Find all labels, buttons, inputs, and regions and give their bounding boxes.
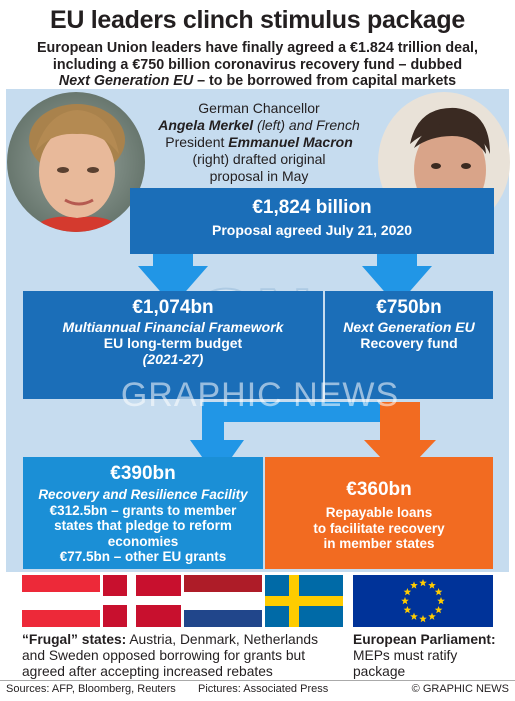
caption-line-4: (right) drafted original — [192, 151, 326, 167]
eu-star — [419, 615, 427, 623]
ep-label: European Parliament: — [353, 632, 496, 647]
caption-president: President — [165, 134, 229, 150]
ngeu-description: Next Generation EU Recovery fund — [325, 319, 493, 351]
loans-line-3: in member states — [323, 536, 435, 551]
loans-box: €360bn Repayable loans to facilitate rec… — [265, 457, 493, 569]
ngeu-box: €750bn Next Generation EU Recovery fund — [325, 291, 493, 399]
subtitle-line-2: including a €750 billion coronavirus rec… — [52, 56, 463, 73]
merkel-name: Angela Merkel — [158, 117, 254, 133]
rrf-amount: €390bn — [110, 463, 176, 484]
ep-line-1: MEPs must ratify — [353, 648, 458, 663]
footer-divider — [0, 680, 515, 701]
netherlands-flag-icon — [184, 575, 262, 627]
eu-star — [401, 597, 409, 605]
subtitle-ngeu: Next Generation EU — [58, 73, 194, 89]
rrf-description: Recovery and Resilience Facility €312.5b… — [23, 487, 263, 565]
caption-line-2: Angela Merkel (left) and French — [145, 117, 373, 134]
subtitle-line-3: Next Generation EU – to be borrowed from… — [20, 73, 495, 90]
photo-caption: German Chancellor Angela Merkel (left) a… — [145, 100, 373, 185]
ngeu-line-1: Next Generation EU — [343, 319, 475, 335]
rrf-line-4: economies — [107, 533, 179, 549]
caption-line-5: proposal in May — [209, 168, 309, 184]
watermark-text: GRAPHIC NEWS — [120, 376, 400, 414]
eu-flag-icon — [353, 575, 493, 627]
european-parliament-note: European Parliament: MEPs must ratify pa… — [353, 632, 513, 680]
eu-star — [434, 588, 443, 596]
mff-line-2: EU long-term budget — [103, 335, 243, 351]
sweden-flag-icon — [265, 575, 343, 627]
mff-box: €1,074bn Multiannual Financial Framework… — [23, 291, 323, 399]
eu-star — [428, 612, 436, 620]
pictures-credit: Pictures: Associated Press — [198, 683, 329, 695]
frugal-countries: Austria, Denmark, Netherlands — [126, 632, 318, 647]
ep-line-2: package — [353, 664, 406, 679]
frugal-line-2: and Sweden opposed borrowing for grants … — [22, 648, 306, 663]
ngeu-amount: €750bn — [376, 297, 442, 318]
loans-line-2: to facilitate recovery — [313, 520, 445, 536]
merkel-photo — [7, 92, 145, 232]
eu-star — [403, 606, 412, 614]
sources: Sources: AFP, Bloomberg, Reuters — [6, 683, 176, 695]
eu-star — [419, 579, 427, 587]
austria-flag-icon — [22, 575, 100, 627]
eu-star — [428, 581, 436, 589]
total-sub: Proposal agreed July 21, 2020 — [212, 222, 412, 238]
mff-line-1: Multiannual Financial Framework — [62, 319, 284, 335]
rrf-line-2: €312.5bn – grants to member — [49, 502, 237, 518]
page-title: EU leaders clinch stimulus package — [50, 6, 465, 34]
total-box: €1,824 billion Proposal agreed July 21, … — [130, 188, 494, 254]
arrow-to-ngeu — [362, 254, 432, 306]
rrf-box: €390bn Recovery and Resilience Facility … — [23, 457, 263, 569]
eu-star — [437, 597, 445, 605]
frugal-label: “Frugal” states: — [22, 632, 127, 647]
eu-star — [434, 606, 443, 614]
frugal-line-3: agreed after accepting increased rebates — [22, 664, 273, 679]
ngeu-line-2: Recovery fund — [360, 335, 458, 351]
frugal-line-1: “Frugal” states: Austria, Denmark, Nethe… — [22, 632, 342, 648]
subtitle: European Union leaders have finally agre… — [20, 40, 495, 90]
denmark-flag-icon — [103, 575, 181, 627]
eu-star — [403, 588, 412, 596]
rrf-line-1: Recovery and Resilience Facility — [38, 487, 248, 502]
eu-star — [410, 581, 418, 589]
total-amount: €1,824 billion — [252, 197, 372, 218]
macron-name: Emmanuel Macron — [228, 134, 353, 150]
rrf-line-3: states that pledge to reform — [54, 518, 232, 533]
loans-line-1: Repayable loans — [325, 505, 433, 520]
rrf-line-5: €77.5bn – other EU grants — [59, 549, 227, 564]
eu-star — [410, 612, 418, 620]
frugal-states-note: “Frugal” states: Austria, Denmark, Nethe… — [22, 632, 342, 680]
subtitle-line-1: European Union leaders have finally agre… — [37, 40, 478, 56]
copyright: © GRAPHIC NEWS — [411, 683, 509, 695]
caption-line-1: German Chancellor — [198, 100, 320, 116]
mff-amount: €1,074bn — [132, 297, 214, 318]
subtitle-line-3-rest: – to be borrowed from capital markets — [193, 73, 457, 89]
loans-amount: €360bn — [346, 479, 412, 500]
caption-line-3: President Emmanuel Macron — [145, 134, 373, 151]
caption-left-note: (left) and French — [253, 117, 360, 133]
mff-description: Multiannual Financial Framework EU long-… — [23, 319, 323, 367]
arrow-to-mff — [138, 254, 208, 306]
loans-description: Repayable loans to facilitate recovery i… — [265, 505, 493, 552]
mff-line-3: (2021-27) — [142, 351, 204, 367]
